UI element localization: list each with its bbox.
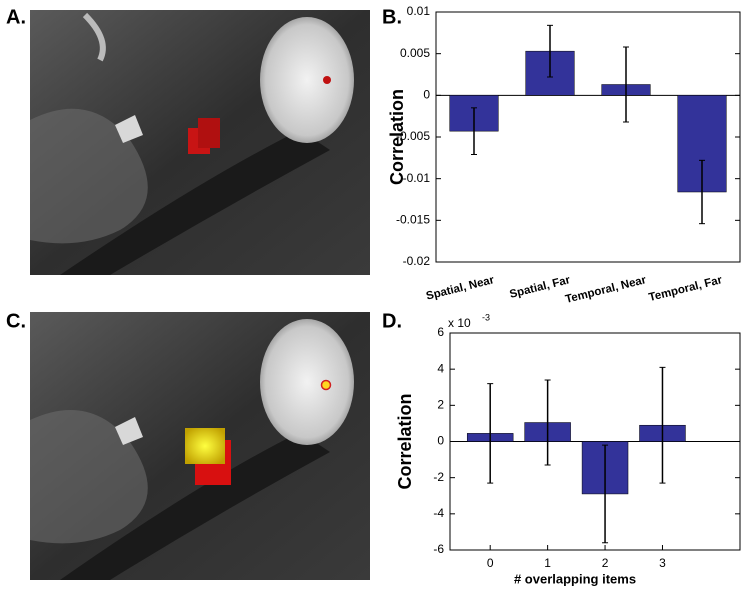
panel-label: B. — [382, 6, 402, 28]
x-axis-label: # overlapping items — [514, 571, 636, 586]
panel-label: C. — [6, 310, 26, 332]
panel-label: A. — [6, 6, 26, 28]
y-axis-label: Correlation — [387, 89, 407, 185]
x-tick-label: Spatial, Near — [425, 274, 496, 303]
panel-label: D. — [382, 310, 402, 332]
y-tick-label: -6 — [433, 542, 444, 556]
x-tick-label: 3 — [659, 556, 666, 570]
y-tick-label: -4 — [433, 506, 444, 520]
y-tick-label: 0.01 — [407, 4, 431, 18]
y-tick-label: -0.015 — [396, 213, 430, 227]
x-tick-label: Temporal, Near — [564, 274, 648, 306]
y-tick-label: 0.005 — [400, 46, 430, 60]
x-tick-label: 2 — [602, 556, 609, 570]
y-tick-label: 4 — [437, 361, 444, 375]
mri-image — [30, 10, 370, 275]
y-multiplier-exponent: -3 — [482, 312, 490, 322]
y-tick-label: -2 — [433, 470, 444, 484]
y-axis-label: Correlation — [395, 393, 415, 489]
y-tick-label: -0.005 — [396, 129, 430, 143]
x-tick-label: 1 — [544, 556, 551, 570]
y-tick-label: -0.02 — [403, 254, 431, 268]
y-tick-label: 6 — [437, 325, 444, 339]
y-multiplier: x 10 — [448, 316, 471, 330]
y-tick-label: 0 — [423, 88, 430, 102]
y-tick-label: 2 — [437, 398, 444, 412]
mri-image — [30, 312, 370, 580]
x-tick-label: Spatial, Far — [508, 274, 572, 301]
x-tick-label: 0 — [487, 556, 494, 570]
y-tick-label: 0 — [437, 434, 444, 448]
y-tick-label: -0.01 — [403, 171, 431, 185]
x-tick-label: Temporal, Far — [648, 274, 724, 304]
